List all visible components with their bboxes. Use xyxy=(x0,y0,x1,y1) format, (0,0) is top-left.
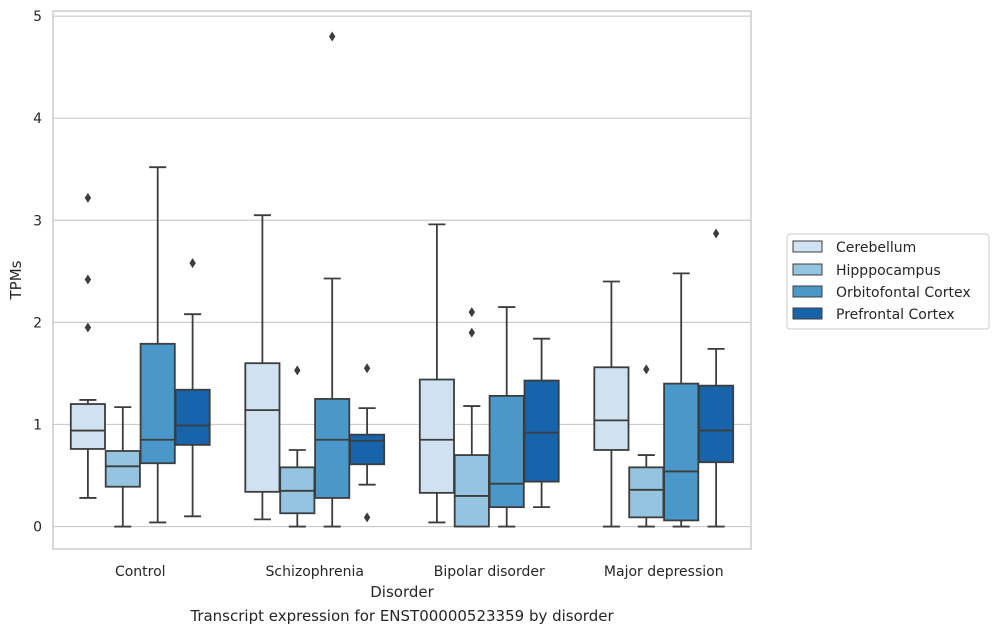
box-iqr xyxy=(349,433,386,466)
box-3-2 xyxy=(523,337,560,509)
outlier-point xyxy=(84,322,92,333)
outlier-point xyxy=(643,364,650,375)
outlier-point xyxy=(84,192,92,203)
box-iqr xyxy=(69,403,106,450)
y-tick-label: 0 xyxy=(33,520,42,536)
box-iqr xyxy=(628,466,665,519)
outlier-point xyxy=(468,307,475,318)
box-3-0 xyxy=(174,258,211,518)
box-iqr xyxy=(139,342,176,465)
outlier-point xyxy=(468,327,475,338)
x-tick-label: Control xyxy=(115,564,166,580)
x-tick-label: Schizophrenia xyxy=(266,564,364,580)
box-0-3 xyxy=(593,280,630,528)
chart-caption: Transcript expression for ENST0000052335… xyxy=(190,607,614,625)
box-iqr xyxy=(698,384,735,464)
box-iqr xyxy=(663,382,700,522)
box-iqr xyxy=(488,394,525,509)
box-iqr xyxy=(453,454,490,528)
y-tick-label: 1 xyxy=(33,417,42,433)
box-iqr xyxy=(174,388,211,446)
box-0-0 xyxy=(69,192,106,499)
y-tick-label: 2 xyxy=(33,315,42,331)
box-iqr xyxy=(104,450,141,488)
box-iqr xyxy=(418,378,455,494)
box-3-1 xyxy=(349,363,386,523)
outlier-point xyxy=(294,365,301,376)
legend-swatch-orbitofrontal xyxy=(792,285,823,298)
y-axis-ticks: 0 1 2 3 4 5 xyxy=(33,9,42,535)
box-1-2 xyxy=(453,307,490,528)
legend-label-orbitofrontal: Orbitofontal Cortex xyxy=(836,285,971,301)
box-groups xyxy=(69,31,735,528)
box-1-0 xyxy=(104,406,141,528)
x-axis-ticks: Control Schizophrenia Bipolar disorder Majo… xyxy=(115,564,724,580)
x-axis-label: Disorder xyxy=(370,583,434,601)
box-0-1 xyxy=(244,214,281,521)
outlier-point xyxy=(363,363,371,374)
outlier-point xyxy=(363,512,371,523)
legend: Cerebellum Hipppocampus Orbitofontal Cor… xyxy=(786,233,990,330)
legend-swatch-hippocampus xyxy=(792,263,823,276)
legend-frame xyxy=(786,233,990,330)
box-iqr xyxy=(314,398,351,499)
legend-swatch-prefrontal xyxy=(792,307,823,320)
box-1-3 xyxy=(628,364,665,528)
box-2-0 xyxy=(139,166,176,524)
box-0-2 xyxy=(418,223,455,524)
outlier-point xyxy=(189,258,196,269)
legend-label-prefrontal: Prefrontal Cortex xyxy=(836,307,955,323)
legend-label-hippocampus: Hipppocampus xyxy=(836,263,941,279)
box-iqr xyxy=(523,379,560,483)
outlier-point xyxy=(84,274,92,285)
legend-label-cerebellum: Cerebellum xyxy=(836,240,916,256)
box-3-3 xyxy=(698,228,735,528)
y-axis-label: TPMs xyxy=(7,260,25,300)
outlier-point xyxy=(329,31,336,42)
box-2-2 xyxy=(488,306,525,528)
outlier-point xyxy=(712,228,720,239)
box-iqr xyxy=(593,366,630,451)
box-1-1 xyxy=(279,365,316,528)
x-tick-label: Bipolar disorder xyxy=(434,564,545,580)
box-2-1 xyxy=(314,31,351,528)
y-tick-label: 5 xyxy=(33,9,42,25)
box-iqr xyxy=(244,362,281,493)
y-tick-label: 4 xyxy=(33,111,42,127)
y-tick-label: 3 xyxy=(33,213,42,229)
x-tick-label: Major depression xyxy=(604,564,724,580)
legend-swatch-cerebellum xyxy=(792,240,823,253)
